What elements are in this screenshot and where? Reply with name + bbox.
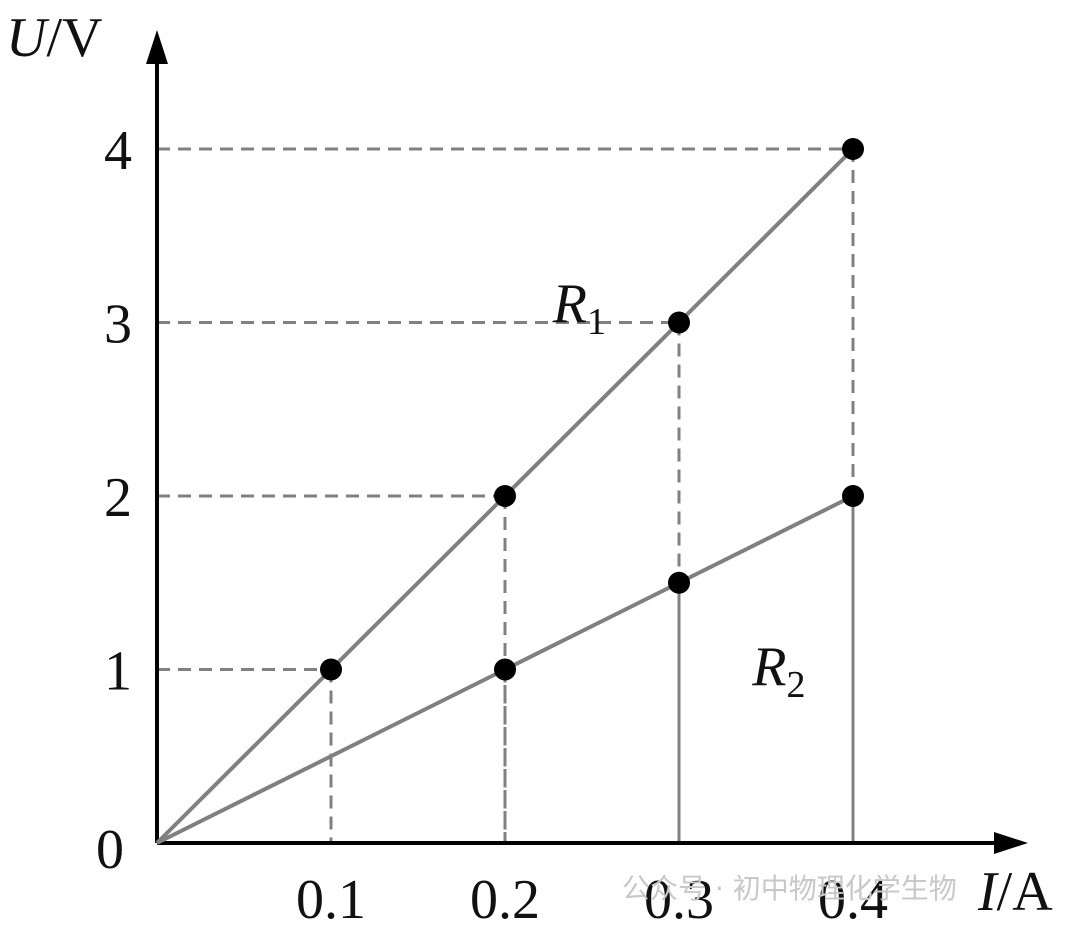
x-tick-label: 0.2 [470,869,540,931]
x-axis-arrow [994,832,1028,854]
y-tick-label: 3 [104,294,132,356]
x-axis-var: I [977,861,999,923]
series-r1-subscript: 1 [587,301,606,343]
series-label-r1: R1 [552,273,606,343]
y-tick-label: 1 [104,641,132,703]
y-tick-label: 2 [104,467,132,529]
series-line-r2 [156,494,854,845]
data-point-r2 [668,571,690,594]
data-point-r2 [842,485,864,507]
series-r2-subscript: 2 [787,664,806,706]
x-tick-label: 0.4 [818,869,888,931]
x-tick-label: 0.1 [296,869,366,931]
watermark: 公众号 · 初中物理化学生物 [622,872,957,905]
y-tick-label: 4 [104,120,132,182]
x-axis-unit: /A [997,861,1054,923]
data-point-r1 [842,138,864,160]
x-axis-label: I/A [977,861,1053,923]
y-axis-label: U/V [6,7,102,69]
origin-label: 0 [96,819,124,881]
series-r1-name: R [552,273,587,335]
y-axis-arrow [146,30,168,64]
axes [146,30,1028,854]
series-r2-name: R [751,636,786,698]
y-axis-var: U [6,7,50,69]
series-label-r2: R2 [751,636,805,706]
data-point-r1 [320,658,342,681]
data-point-r1 [668,311,690,334]
y-axis-unit: /V [46,7,102,69]
data-point-r2 [494,658,516,681]
data-points [320,138,864,681]
tick-labels: 0.1 0.2 0.3 0.4 1 2 3 4 [104,120,888,931]
x-tick-label: 0.3 [644,869,714,931]
data-point-r1 [494,485,516,507]
